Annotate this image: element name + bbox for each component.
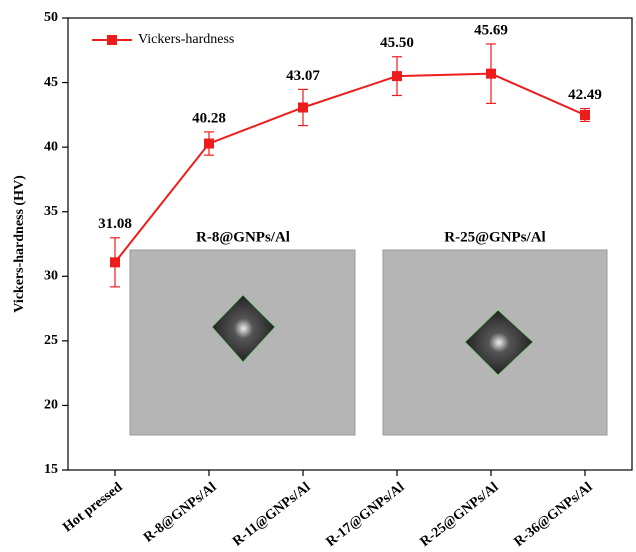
marker xyxy=(298,102,308,112)
value-label: 42.49 xyxy=(568,87,602,103)
x-tick-label: R-36@GNPs/Al xyxy=(512,480,596,550)
y-tick-label: 45 xyxy=(44,75,58,90)
inset-image xyxy=(383,250,607,435)
x-tick-label: Hot pressed xyxy=(60,480,125,536)
x-tick-label: R-11@GNPs/Al xyxy=(230,480,313,550)
marker xyxy=(204,139,214,149)
y-tick-label: 25 xyxy=(44,333,58,348)
value-label: 40.28 xyxy=(192,110,226,126)
marker xyxy=(580,110,590,120)
annotation: R-8@GNPs/Al xyxy=(196,229,290,245)
y-tick-label: 30 xyxy=(44,269,58,284)
inset-image xyxy=(130,250,355,435)
y-tick-label: 35 xyxy=(44,204,58,219)
x-tick-label: R-25@GNPs/Al xyxy=(418,480,502,550)
x-tick-label: R-17@GNPs/Al xyxy=(324,480,408,550)
y-tick-label: 50 xyxy=(44,10,58,25)
y-axis-label: Vickers-hardness (HV) xyxy=(12,175,27,313)
y-tick-label: 40 xyxy=(44,139,58,154)
chart: R-8@GNPs/Al R-25@GNPs/Al Vickers-hardnes… xyxy=(0,0,636,552)
value-label: 45.69 xyxy=(474,22,508,38)
value-label: 43.07 xyxy=(286,68,320,84)
value-label: 45.50 xyxy=(380,35,414,51)
y-tick-label: 20 xyxy=(44,398,58,413)
x-tick-label: R-8@GNPs/Al xyxy=(141,480,219,546)
marker xyxy=(392,71,402,81)
legend-label: Vickers-hardness xyxy=(138,32,234,47)
annotation: R-25@GNPs/Al xyxy=(444,229,545,245)
legend-marker xyxy=(107,35,117,45)
marker xyxy=(486,69,496,79)
marker xyxy=(110,257,120,267)
value-label: 31.08 xyxy=(98,216,132,232)
y-tick-label: 15 xyxy=(44,462,58,477)
